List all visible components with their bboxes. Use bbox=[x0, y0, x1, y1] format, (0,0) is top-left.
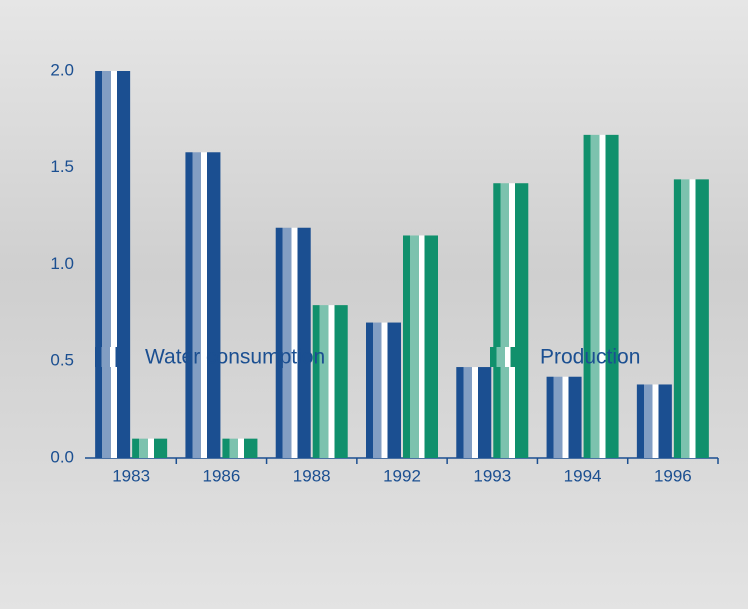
x-tick-label: 1992 bbox=[383, 466, 421, 485]
bar bbox=[366, 322, 401, 458]
bar bbox=[185, 152, 221, 458]
bar bbox=[546, 376, 582, 458]
bar bbox=[222, 438, 258, 458]
bar bbox=[583, 134, 619, 459]
bar bbox=[403, 235, 438, 458]
y-tick-label: 0.0 bbox=[50, 447, 74, 466]
legend-swatch bbox=[95, 347, 128, 367]
x-tick-label: 1993 bbox=[473, 466, 511, 485]
legend-label: Water consumption bbox=[145, 346, 325, 369]
x-tick-label: 1986 bbox=[203, 466, 241, 485]
y-tick-label: 2.0 bbox=[50, 60, 74, 79]
y-tick-label: 1.5 bbox=[50, 157, 74, 176]
legend-label: Production bbox=[540, 346, 640, 369]
bar bbox=[95, 71, 131, 458]
bar bbox=[132, 438, 168, 458]
x-tick-label: 1996 bbox=[654, 466, 692, 485]
y-tick-label: 1.0 bbox=[50, 254, 74, 273]
bar bbox=[312, 305, 348, 458]
legend-swatch bbox=[490, 347, 523, 367]
bar bbox=[636, 384, 672, 458]
bar bbox=[493, 183, 529, 459]
bar bbox=[275, 227, 311, 458]
bar bbox=[456, 367, 492, 458]
x-tick-label: 1988 bbox=[293, 466, 331, 485]
x-tick-label: 1994 bbox=[564, 466, 602, 485]
bar bbox=[673, 179, 709, 459]
x-tick-label: 1983 bbox=[112, 466, 150, 485]
y-tick-label: 0.5 bbox=[50, 351, 74, 370]
